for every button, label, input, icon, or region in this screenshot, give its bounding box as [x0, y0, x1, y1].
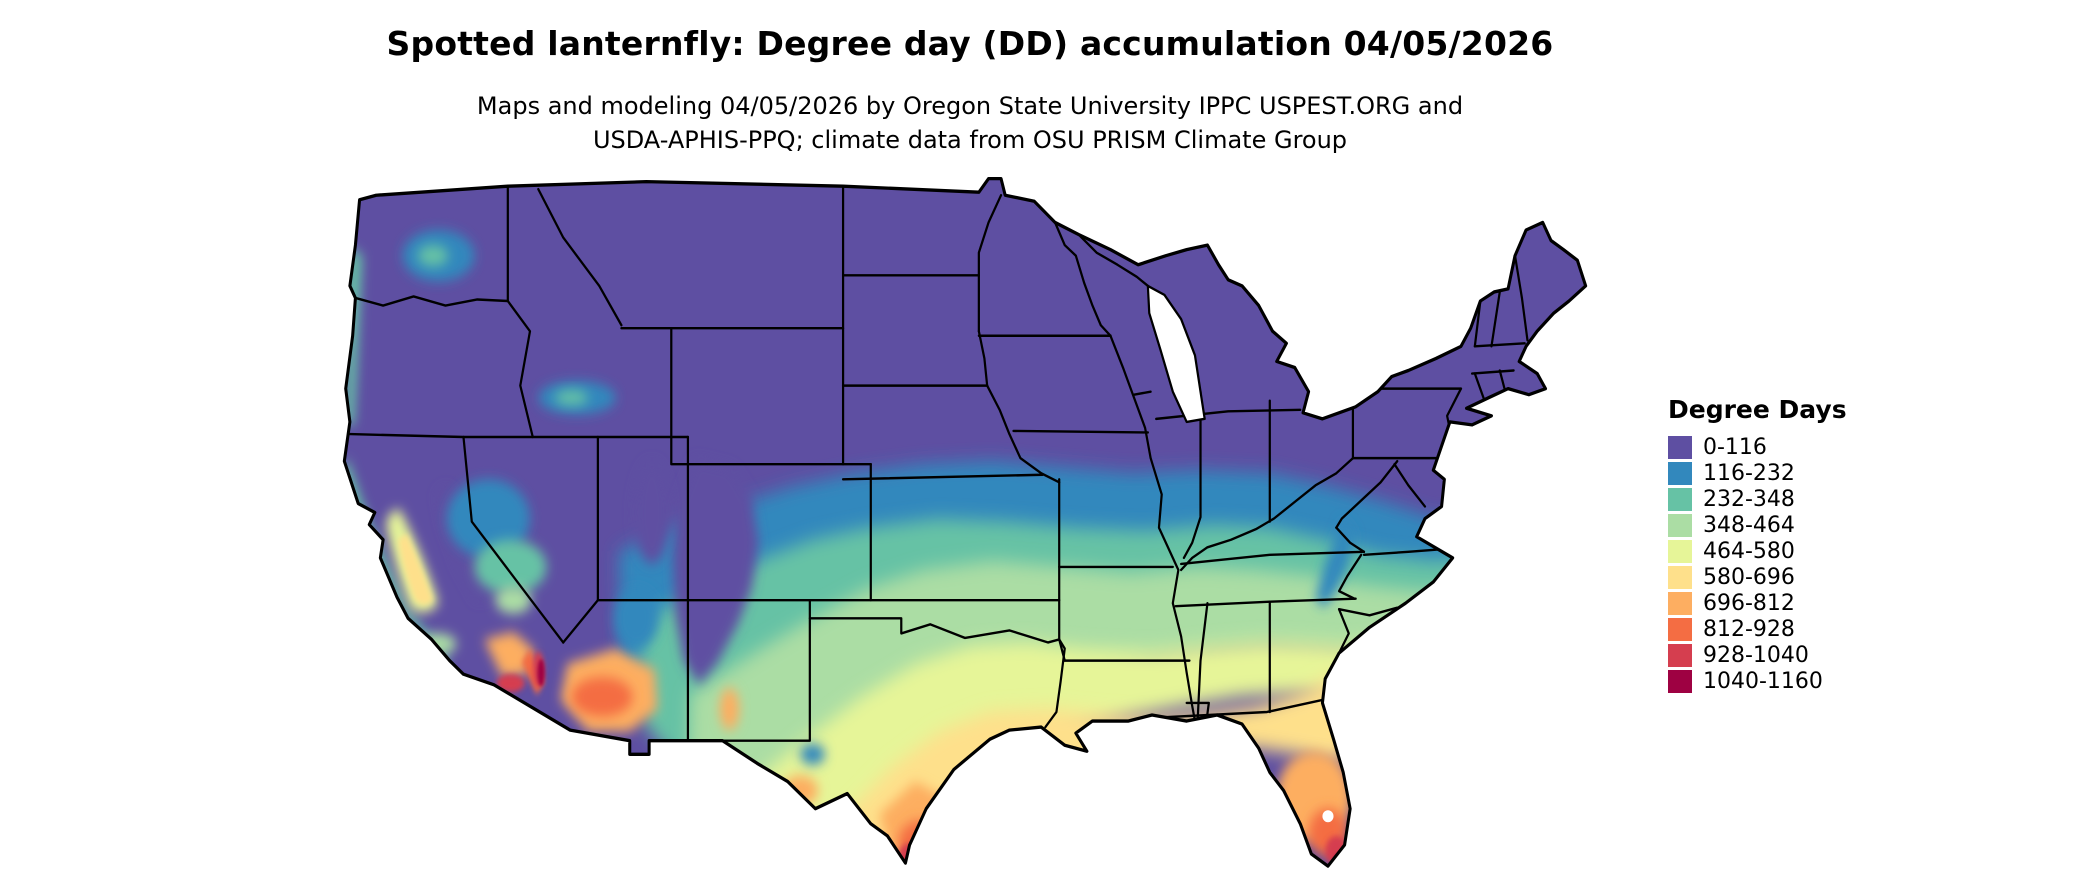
legend-item: 348-464 — [1668, 512, 1918, 538]
legend-item-label: 928-1040 — [1703, 642, 1809, 668]
legend-item-label: 0-116 — [1703, 434, 1767, 460]
legend-swatch — [1668, 669, 1692, 693]
legend-items: 0-116 116-232 232-348 348-464 464-580 580-696… — [1668, 434, 1918, 694]
legend-item: 928-1040 — [1668, 642, 1918, 668]
page-subtitle: Maps and modeling 04/05/2026 by Oregon S… — [0, 89, 1940, 157]
legend-item-label: 696-812 — [1703, 590, 1795, 616]
legend-item: 696-812 — [1668, 590, 1918, 616]
legend-item-label: 580-696 — [1703, 564, 1795, 590]
legend-item: 232-348 — [1668, 486, 1918, 512]
subtitle-line-1: Maps and modeling 04/05/2026 by Oregon S… — [476, 92, 1464, 120]
state-borders — [344, 184, 1529, 742]
lake-michigan — [1146, 284, 1206, 424]
legend-swatch — [1668, 487, 1692, 511]
legend-swatch — [1668, 643, 1692, 667]
legend-item: 464-580 — [1668, 538, 1918, 564]
legend-item: 580-696 — [1668, 564, 1918, 590]
legend-item: 1040-1160 — [1668, 668, 1918, 694]
page-title: Spotted lanternfly: Degree day (DD) accu… — [386, 24, 1554, 63]
legend-item-label: 812-928 — [1703, 616, 1795, 642]
legend-item: 116-232 — [1668, 460, 1918, 486]
legend-item-label: 116-232 — [1703, 460, 1795, 486]
legend-item-label: 348-464 — [1703, 512, 1795, 538]
legend-swatch — [1668, 435, 1692, 459]
legend-title: Degree Days — [1668, 395, 1847, 424]
us-degree-day-map — [300, 162, 1630, 890]
band-green — [687, 560, 1513, 800]
legend-swatch — [1668, 565, 1692, 589]
legend: Degree Days 0-116 116-232 232-348 348-464 46… — [1668, 395, 1918, 694]
legend-item-label: 464-580 — [1703, 538, 1795, 564]
legend-swatch — [1668, 539, 1692, 563]
legend-swatch — [1668, 591, 1692, 615]
legend-swatch — [1668, 617, 1692, 641]
legend-item: 0-116 — [1668, 434, 1918, 460]
legend-item-label: 232-348 — [1703, 486, 1795, 512]
us-outline — [342, 176, 1588, 868]
header: Spotted lanternfly: Degree day (DD) accu… — [0, 24, 1940, 157]
legend-swatch — [1668, 461, 1692, 485]
lake-okeechobee — [1322, 810, 1334, 823]
cool-overlays — [344, 229, 1355, 765]
legend-item-label: 1040-1160 — [1703, 668, 1823, 694]
map-svg — [342, 176, 1588, 868]
legend-item: 812-928 — [1668, 616, 1918, 642]
subtitle-line-2: USDA-APHIS-PPQ; climate data from OSU PR… — [592, 126, 1348, 154]
legend-swatch — [1668, 513, 1692, 537]
